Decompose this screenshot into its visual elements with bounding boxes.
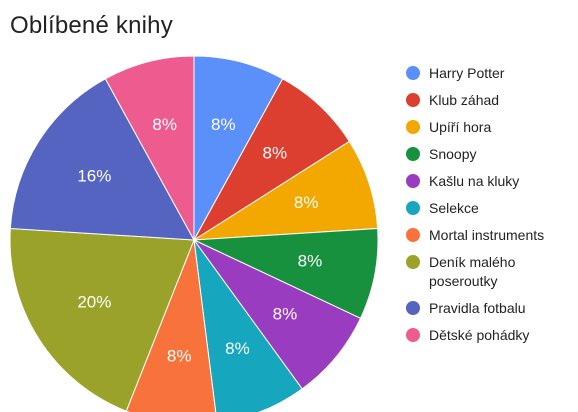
pie-slice-4 — [193, 239, 362, 390]
legend-swatch-2 — [406, 120, 420, 134]
legend-label-5: Selekce — [429, 200, 479, 216]
pie-slice-label-7: 20% — [77, 293, 111, 312]
legend-label-6: Mortal instruments — [429, 227, 545, 243]
legend-item-0: Harry Potter — [406, 64, 578, 83]
legend-swatch-3 — [406, 147, 420, 161]
legend-item-6: Mortal instruments — [406, 226, 578, 245]
legend-label-4: Kašlu na kluky — [429, 173, 520, 189]
pie-slice-label-6: 8% — [167, 347, 192, 366]
chart-legend: Harry Potter Klub záhad Upíří hora Snoopy Ka… — [406, 64, 578, 353]
pie-slice-3 — [193, 227, 379, 320]
pie-slice-0 — [193, 55, 284, 241]
legend-label-7: Deník malého poseroutky — [429, 254, 516, 289]
legend-label-9: Dětské pohádky — [429, 327, 530, 343]
pie-slice-5 — [193, 239, 303, 412]
pie-slice-label-0: 8% — [211, 115, 236, 134]
legend-item-9: Dětské pohádky — [406, 326, 578, 345]
legend-item-3: Snoopy — [406, 145, 578, 164]
legend-swatch-7 — [406, 255, 420, 269]
pie-slice-2 — [193, 140, 379, 241]
pie-slice-label-5: 8% — [225, 339, 250, 358]
legend-label-0: Harry Potter — [429, 65, 505, 81]
legend-label-2: Upíří hora — [429, 119, 492, 135]
legend-item-8: Pravidla fotbalu — [406, 299, 578, 318]
pie-slice-label-8: 16% — [77, 166, 111, 185]
legend-item-2: Upíří hora — [406, 118, 578, 137]
legend-swatch-1 — [406, 93, 420, 107]
pie-slice-label-2: 8% — [294, 193, 319, 212]
legend-item-7: Deník malého poseroutky — [406, 253, 578, 291]
legend-swatch-5 — [406, 201, 420, 215]
pie-slice-label-3: 8% — [298, 252, 323, 271]
legend-swatch-4 — [406, 174, 420, 188]
legend-item-1: Klub záhad — [406, 91, 578, 110]
pie-slice-7 — [9, 227, 195, 412]
legend-swatch-8 — [406, 301, 420, 315]
legend-label-1: Klub záhad — [429, 92, 500, 108]
pie-slice-9 — [104, 55, 195, 241]
pie-slice-label-9: 8% — [152, 115, 177, 134]
pie-slice-label-1: 8% — [262, 143, 287, 162]
legend-swatch-9 — [406, 328, 420, 342]
legend-label-3: Snoopy — [429, 146, 477, 162]
pie-slice-1 — [193, 78, 351, 241]
pie-slice-label-4: 8% — [273, 305, 298, 324]
legend-label-8: Pravidla fotbalu — [429, 300, 526, 316]
legend-item-5: Selekce — [406, 199, 578, 218]
legend-swatch-0 — [406, 66, 420, 80]
pie-slice-8 — [9, 78, 195, 241]
legend-swatch-6 — [406, 228, 420, 242]
legend-item-4: Kašlu na kluky — [406, 172, 578, 191]
chart-title: Oblíbené knihy — [10, 12, 173, 39]
